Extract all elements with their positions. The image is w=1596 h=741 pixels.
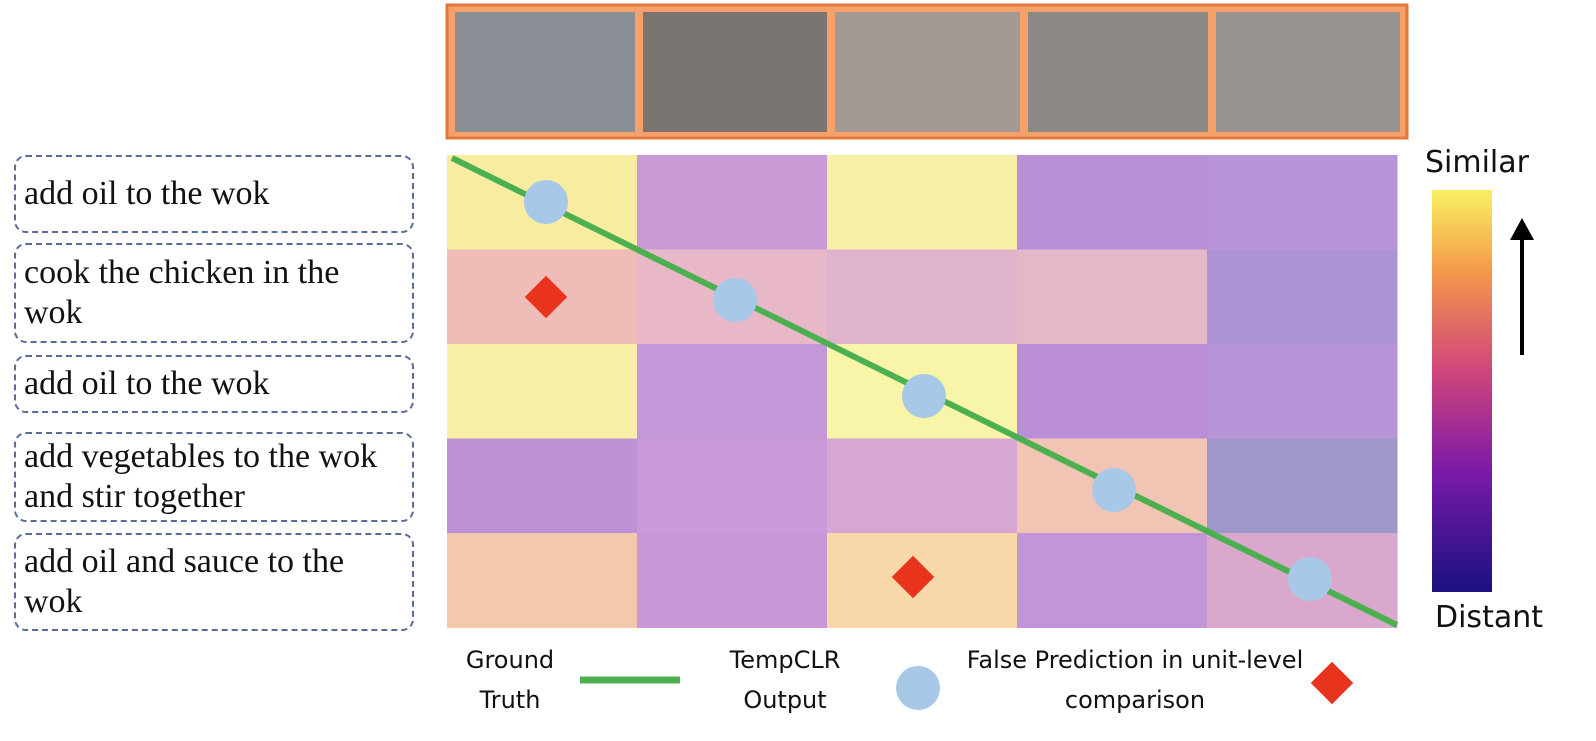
legend-output: TempCLR Output xyxy=(690,640,880,720)
colorbar xyxy=(1432,190,1492,592)
step-label: add oil and sauce to the wok xyxy=(14,533,414,631)
heatmap-cell xyxy=(1017,155,1208,250)
step-label: add oil to the wok xyxy=(14,155,414,233)
heatmap-cell xyxy=(1207,439,1398,534)
heatmap-cell xyxy=(1017,344,1208,439)
heatmap-cell xyxy=(447,344,638,439)
heatmap-cell xyxy=(447,533,638,628)
figure: Similar Distant Ground Truth TempCLR Out… xyxy=(0,0,1596,741)
heatmap-cell xyxy=(1207,155,1398,250)
heatmap-cell xyxy=(1207,250,1398,345)
heatmap-cell xyxy=(827,155,1018,250)
heatmap-cell xyxy=(827,250,1018,345)
colorbar-top: Similar xyxy=(1425,145,1529,180)
legend-false: False Prediction in unit-level compariso… xyxy=(950,640,1320,720)
heatmap-cell xyxy=(637,344,828,439)
video-frames xyxy=(447,5,1407,138)
heatmap-cell xyxy=(637,533,828,628)
step-label: add oil to the wok xyxy=(14,355,414,413)
legend-ground-truth: Ground Truth xyxy=(440,640,580,720)
heatmap-cell xyxy=(1017,533,1208,628)
arrow xyxy=(1510,218,1534,355)
step-label: cook the chicken in the wok xyxy=(14,243,414,343)
heatmap-cell xyxy=(447,439,638,534)
colorbar-bottom: Distant xyxy=(1435,600,1543,635)
step-label: add vegetables to the wok and stir toget… xyxy=(14,432,414,522)
heatmap-cell xyxy=(1017,250,1208,345)
heatmap-cell xyxy=(827,439,1018,534)
heatmap-cell xyxy=(637,439,828,534)
heatmap-cell xyxy=(1207,344,1398,439)
heatmap-cell xyxy=(637,155,828,250)
